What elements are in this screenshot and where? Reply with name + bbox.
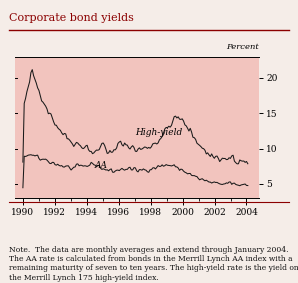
Text: Corporate bond yields: Corporate bond yields: [9, 13, 134, 23]
Text: High-yield: High-yield: [135, 128, 182, 137]
Text: Percent: Percent: [226, 43, 259, 51]
Text: Note.  The data are monthly averages and extend through January 2004.
The AA rat: Note. The data are monthly averages and …: [9, 246, 298, 282]
Text: AA: AA: [95, 161, 108, 170]
